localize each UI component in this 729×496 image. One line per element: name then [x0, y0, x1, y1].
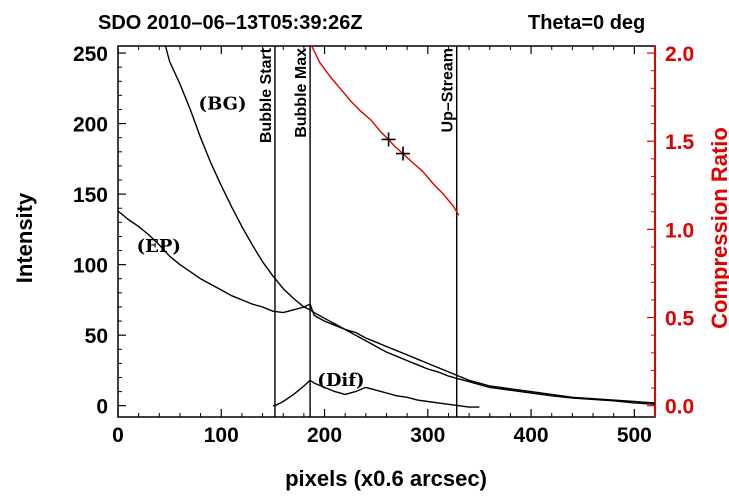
- y-axis-label: Intensity: [12, 192, 37, 283]
- x-tick-label: 400: [514, 424, 549, 447]
- vline-label-2: Bubble Max: [293, 48, 310, 138]
- y-tick-label: 0: [96, 396, 108, 419]
- y2-tick-label: 1.5: [665, 131, 695, 154]
- chart-title-left: SDO 2010–06–13T05:39:26Z: [98, 12, 363, 34]
- vline-label-1: Bubble Start: [258, 47, 275, 143]
- x-tick-label: 0: [112, 424, 124, 447]
- cross-marker-2: [396, 146, 411, 161]
- y-tick-label: 250: [73, 43, 108, 66]
- y2-tick-label: 0.0: [665, 396, 694, 419]
- y-tick-label: 200: [73, 114, 108, 137]
- vline-label-3: Up–Stream: [440, 48, 457, 132]
- series-line-ep: [118, 210, 655, 404]
- x-tick-label: 200: [307, 424, 342, 447]
- x-axis-label: pixels (x0.6 arcsec): [285, 466, 487, 491]
- x-tick-label: 100: [204, 424, 239, 447]
- y2-tick-label: 0.5: [665, 308, 695, 331]
- curve-label-dif: (Dif): [317, 370, 364, 391]
- y2-axis-label: Compression Ratio: [707, 127, 729, 329]
- chart-title-right: Theta=0 deg: [528, 12, 645, 34]
- curve-label-ep: (EP): [137, 236, 181, 257]
- y-tick-label: 50: [85, 325, 108, 348]
- y2-tick-label: 1.0: [665, 219, 694, 242]
- x-tick-label: 300: [410, 424, 445, 447]
- cross-marker-1: [381, 132, 396, 147]
- series-line-dif: [272, 379, 480, 408]
- plot-area: 0 100 200 300 400 500 0 50 100 150 200 250 0.0 0.5 1.0…: [73, 43, 695, 447]
- y-tick-label: 100: [73, 255, 108, 278]
- y-tick-label: 150: [73, 184, 108, 207]
- curve-label-bg: (BG): [199, 93, 247, 114]
- y2-tick-label: 2.0: [665, 43, 694, 66]
- x-tick-label: 500: [617, 424, 652, 447]
